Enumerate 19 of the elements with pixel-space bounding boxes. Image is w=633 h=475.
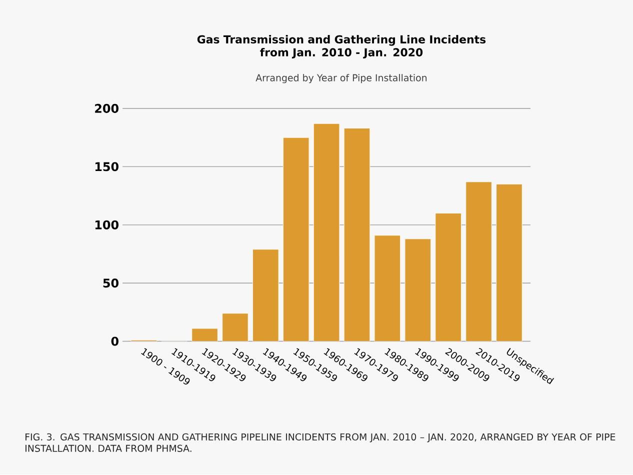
- bar: [466, 182, 492, 342]
- bar: [496, 184, 522, 342]
- y-tick-label: 150: [95, 162, 118, 172]
- bar: [192, 328, 218, 342]
- bar: [313, 123, 340, 342]
- caption: FIG. 3. GAS TRANSMISSION AND GATHERING PIPELINE INCIDENTS FROM JAN. 2010 – JAN. 2020, ARRANGED BY YEAR OF PIPE INSTALLATION. DATA FROM PHMSA.: [26, 434, 616, 452]
- bar: [222, 313, 248, 342]
- bar: [374, 235, 401, 342]
- bar: [435, 213, 462, 342]
- y-tick-label: 200: [95, 104, 118, 114]
- bar: [404, 238, 432, 342]
- bar: [344, 128, 370, 342]
- bar: [252, 249, 279, 342]
- y-tick-label: 0: [111, 336, 118, 346]
- y-tick-label: 50: [103, 278, 118, 288]
- y-tick-label: 100: [95, 220, 118, 230]
- chart-subtitle: Arranged by Year of Pipe Installation: [256, 74, 427, 84]
- chart-title: Gas Transmission and Gathering Line Incidents from Jan. 2010 - Jan. 2020: [197, 35, 486, 59]
- bar: [282, 137, 310, 342]
